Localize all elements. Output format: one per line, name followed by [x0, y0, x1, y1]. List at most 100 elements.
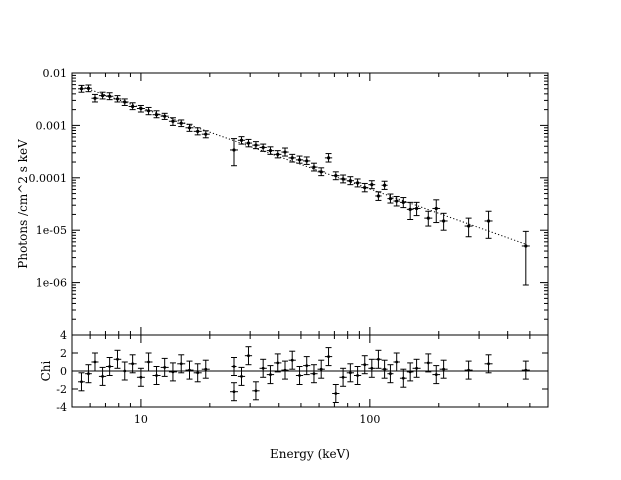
- spectrum-data-point: [187, 126, 192, 130]
- spectrum-data-point: [370, 183, 374, 187]
- residual-panel: 4 2 0 -2 -4 Chi 10 100: [39, 329, 549, 426]
- spectrum-data-point: [414, 206, 419, 211]
- residual-data-point: [254, 389, 258, 393]
- spectrum-data-point: [283, 150, 287, 154]
- spectrum-data-point: [79, 87, 84, 91]
- spectrum-data-point: [442, 219, 446, 223]
- spectrum-data-point: [139, 106, 143, 111]
- residual-data-point: [356, 374, 359, 377]
- residual-y-tick-label: -2: [56, 383, 67, 396]
- spectrum-data-point: [524, 244, 528, 248]
- spectrum-data-point: [246, 141, 251, 145]
- residual-data-point: [298, 374, 301, 377]
- residual-data-point: [395, 360, 399, 364]
- residual-data-point: [80, 380, 83, 384]
- residual-data-point: [377, 357, 380, 361]
- spectrum-data-point: [179, 121, 183, 125]
- spectrum-y-tick-label: 1e-06: [36, 277, 67, 290]
- spectrum-data-point: [467, 224, 471, 228]
- spectrum-data-point: [434, 206, 438, 211]
- residual-data-point: [487, 362, 490, 366]
- spectrum-data-point: [408, 207, 412, 211]
- spectrum-data-point: [131, 104, 135, 109]
- spectrum-data-point: [401, 200, 405, 204]
- residual-data-point: [87, 372, 90, 376]
- spectrum-data-point: [305, 159, 309, 163]
- spectrum-data-point: [388, 197, 393, 201]
- spectrum-data-point: [100, 94, 105, 98]
- spectrum-panel: 0.01 0.001 0.0001 1e-05 1e-06 Photons /cm^2 …: [16, 67, 549, 336]
- spectrum-data-point: [146, 109, 151, 113]
- residual-data-point: [139, 375, 143, 379]
- residual-data-point: [319, 367, 323, 371]
- spectrum-data-point: [268, 149, 273, 153]
- model-line: [81, 86, 526, 245]
- residual-y-axis-label: Chi: [39, 360, 53, 381]
- residual-data-point: [179, 362, 183, 366]
- residual-data-point: [401, 376, 405, 380]
- spectrum-y-tick-label: 1e-05: [36, 224, 67, 237]
- residual-data-point: [408, 370, 412, 374]
- spectrum-data-point: [334, 174, 338, 178]
- residual-ticks: [71, 335, 549, 407]
- spectrum-data-point: [326, 156, 331, 160]
- spectrum-data-point: [355, 181, 360, 185]
- residual-data-point: [327, 355, 330, 358]
- residual-data-point: [305, 364, 309, 367]
- spectrum-data-point: [86, 86, 91, 90]
- spectrum-data-point: [376, 194, 381, 198]
- residual-data-point: [363, 363, 367, 367]
- x-tick-label: 100: [359, 413, 380, 426]
- spectrum-data-point: [312, 165, 316, 169]
- spectrum-data-point: [319, 170, 323, 174]
- residual-data-point: [370, 366, 374, 370]
- residual-data-point: [196, 371, 200, 375]
- spectrum-data-point: [171, 119, 175, 123]
- spectrum-data-point: [261, 145, 265, 150]
- x-axis-label: Energy (keV): [270, 447, 350, 461]
- residual-data-point: [232, 365, 236, 368]
- residual-data-point: [389, 372, 392, 376]
- spectrum-data-point: [196, 129, 200, 133]
- x-tick-labels: 10 100: [134, 413, 380, 426]
- spectrum-points: [78, 84, 530, 286]
- spectrum-data-point: [254, 143, 258, 147]
- spectrum-data-point: [163, 114, 167, 118]
- spectrum-data-point: [276, 152, 280, 156]
- spectrum-y-tick-labels: 0.01 0.001 0.0001 1e-05 1e-06: [29, 67, 68, 290]
- residual-data-point: [524, 368, 528, 372]
- spectrum-data-point: [123, 100, 127, 104]
- residual-data-point: [341, 375, 345, 379]
- spectrum-data-point: [108, 94, 112, 98]
- spectrum-data-point: [93, 96, 97, 100]
- residual-points: [78, 346, 530, 403]
- residual-data-point: [188, 368, 191, 372]
- residual-y-tick-label: -4: [56, 401, 67, 414]
- spectrum-y-tick-label: 0.0001: [29, 172, 68, 185]
- spectrum-y-tick-label: 0.01: [43, 67, 68, 80]
- spectrum-data-point: [341, 177, 345, 181]
- spectrum-data-point: [297, 158, 302, 162]
- residual-data-point: [240, 375, 243, 378]
- residual-data-point: [426, 361, 430, 365]
- spectrum-ticks: [71, 72, 549, 336]
- residual-data-point: [116, 357, 119, 361]
- residual-data-point: [108, 365, 112, 368]
- residual-data-point: [101, 375, 104, 378]
- residual-data-point: [204, 367, 208, 371]
- residual-data-point: [312, 372, 316, 376]
- residual-data-point: [147, 360, 150, 364]
- residual-y-tick-label: 4: [60, 329, 67, 342]
- residual-data-point: [290, 358, 294, 362]
- spectrum-data-point: [154, 113, 159, 117]
- residual-data-point: [171, 370, 175, 374]
- spectrum-data-point: [348, 179, 352, 183]
- residual-data-point: [93, 360, 97, 364]
- spectrum-data-point: [239, 138, 244, 142]
- spectrum-model: [81, 86, 526, 245]
- residual-data-point: [269, 373, 272, 376]
- spectrum-data-point: [115, 97, 120, 101]
- residual-data-point: [283, 368, 287, 372]
- residual-data-point: [415, 366, 418, 370]
